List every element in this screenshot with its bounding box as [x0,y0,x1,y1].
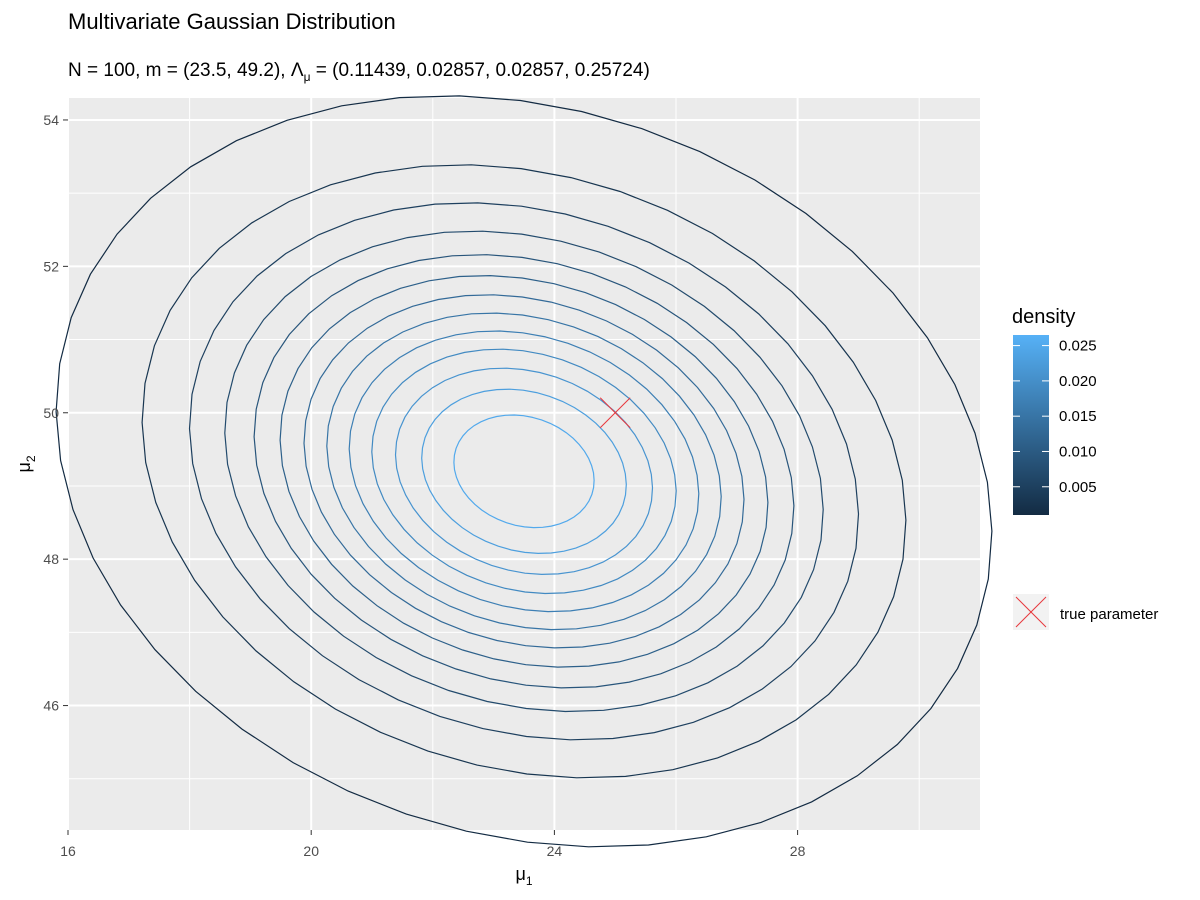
contour-line [279,274,769,668]
grid [67,98,980,830]
contour-line [326,312,722,631]
legend-cross-line [1015,596,1047,628]
contour-line [253,254,795,689]
y-tick-label: 50 [43,405,59,421]
legend-tick-label: 0.015 [1059,408,1097,425]
legend-tick-label: 0.010 [1059,443,1097,460]
contour-line [394,367,654,576]
plot-panel [68,98,980,830]
contour-line [421,388,627,555]
legend-tick-label: 0.025 [1059,338,1097,355]
x-tick-label: 16 [60,843,76,859]
contour-line [348,330,700,613]
legend-cross-icon [1015,596,1047,628]
legend-title: density [1012,306,1075,328]
x-tick-label: 28 [790,843,806,859]
contour-line [188,202,860,741]
y-axis-ticks: 46 48 50 52 54 [43,112,68,714]
y-tick-label: 52 [43,258,59,274]
x-tick-label: 24 [547,843,563,859]
contour-lines [55,95,993,848]
legend-colorbar [1013,335,1049,515]
legend-true-parameter-label: true parameter [1060,606,1158,623]
true-parameter-cross-line [599,397,631,429]
y-axis-label: μ2 [14,455,38,472]
y-tick-label: 46 [43,698,59,714]
chart-title: Multivariate Gaussian Distribution [68,9,396,34]
chart-subtitle: N = 100, m = (23.5, 49.2), Λμ = (0.11439… [68,60,650,84]
legend-tick-label: 0.005 [1059,479,1097,496]
contour-line [55,95,993,848]
true-parameter-marker [599,397,631,429]
x-axis-ticks: 16 20 24 28 [60,830,806,859]
contour-line [453,414,595,529]
contour-line [371,348,677,595]
legend-true-parameter: true parameter [1013,594,1158,630]
x-axis-label: μ1 [515,864,532,888]
legend-tick-label: 0.020 [1059,373,1097,390]
contour-line [224,230,824,713]
contour-line [303,294,745,649]
x-tick-label: 20 [303,843,319,859]
contour-line [141,164,907,779]
y-tick-label: 48 [43,551,59,567]
y-tick-label: 54 [43,112,59,128]
legend-ticks: 0.005 0.010 0.015 0.020 0.025 [1013,338,1097,496]
